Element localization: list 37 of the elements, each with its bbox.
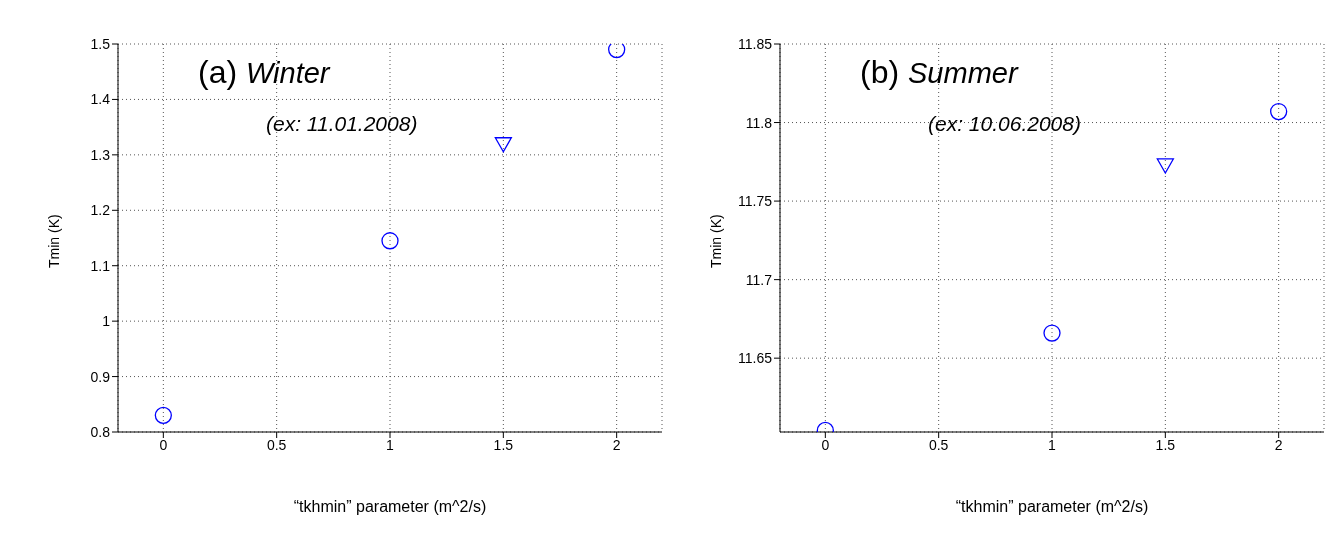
y-axis-title: Tmin (K)	[707, 214, 724, 268]
annotation: (ex: 10.06.2008)	[928, 112, 1081, 136]
y-tick-label: 11.7	[745, 271, 773, 288]
point	[1156, 158, 1174, 174]
x-tick-label: 0.5	[928, 436, 949, 453]
y-tick-label: 1	[102, 313, 111, 330]
x-axis-title: “tkhmin” parameter (m^2/s)	[293, 498, 487, 515]
y-tick-label: 11.65	[738, 350, 773, 367]
y-tick-label: 0.9	[90, 368, 111, 385]
x-tick-label: 1	[1048, 436, 1057, 453]
y-tick-label: 11.85	[738, 35, 773, 52]
point	[608, 44, 626, 59]
y-tick-label: 11.8	[745, 114, 773, 131]
x-tick-label: 0	[159, 436, 168, 453]
point	[494, 137, 512, 153]
x-tick-label: 2	[612, 436, 621, 453]
y-tick-label: 1.5	[90, 35, 111, 52]
y-axis-title: Tmin (K)	[45, 214, 62, 268]
y-tick-label: 1.3	[90, 146, 111, 163]
point	[1270, 102, 1288, 121]
point	[381, 232, 399, 250]
x-tick-label: 2	[1274, 436, 1283, 453]
x-tick-label: 1.5	[493, 436, 514, 453]
point	[154, 406, 172, 425]
x-tick-label: 0.5	[266, 436, 287, 453]
x-tick-label: 0	[821, 436, 830, 453]
y-tick-label: 1.4	[90, 91, 111, 108]
y-tick-label: 11.75	[738, 193, 773, 210]
annotation: (b) Summer	[860, 54, 1018, 91]
y-tick-label: 1.2	[90, 202, 111, 219]
annotation: (a) Winter	[198, 54, 330, 91]
annotation: (ex: 11.01.2008)	[266, 112, 418, 136]
y-tick-label: 1.1	[90, 257, 111, 274]
y-tick-label: 0.8	[90, 423, 111, 440]
x-tick-label: 1	[386, 436, 395, 453]
x-axis-title: “tkhmin” parameter (m^2/s)	[955, 498, 1149, 515]
x-tick-label: 1.5	[1155, 436, 1176, 453]
